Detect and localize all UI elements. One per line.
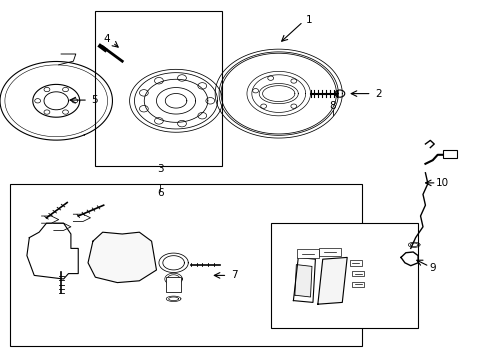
Text: 7: 7 [231,270,238,280]
Bar [442,150,456,158]
Polygon shape [294,265,311,297]
Text: 5: 5 [91,95,98,105]
Bar [166,277,181,292]
Text: 2: 2 [375,89,382,99]
FancyBboxPatch shape [319,248,340,256]
Text: 4: 4 [103,34,110,44]
Text: 8: 8 [328,101,335,111]
FancyBboxPatch shape [297,249,318,258]
Bar [271,223,417,328]
Text: 1: 1 [305,15,312,25]
Text: 3: 3 [157,164,163,174]
Polygon shape [317,257,346,304]
Text: 6: 6 [157,188,163,198]
Polygon shape [88,232,156,283]
Bar [349,260,361,266]
Text: 9: 9 [428,263,435,273]
Bar [95,11,222,166]
Text: 10: 10 [435,178,447,188]
Bar [351,271,364,276]
Bar [351,282,364,287]
Bar [10,184,361,346]
